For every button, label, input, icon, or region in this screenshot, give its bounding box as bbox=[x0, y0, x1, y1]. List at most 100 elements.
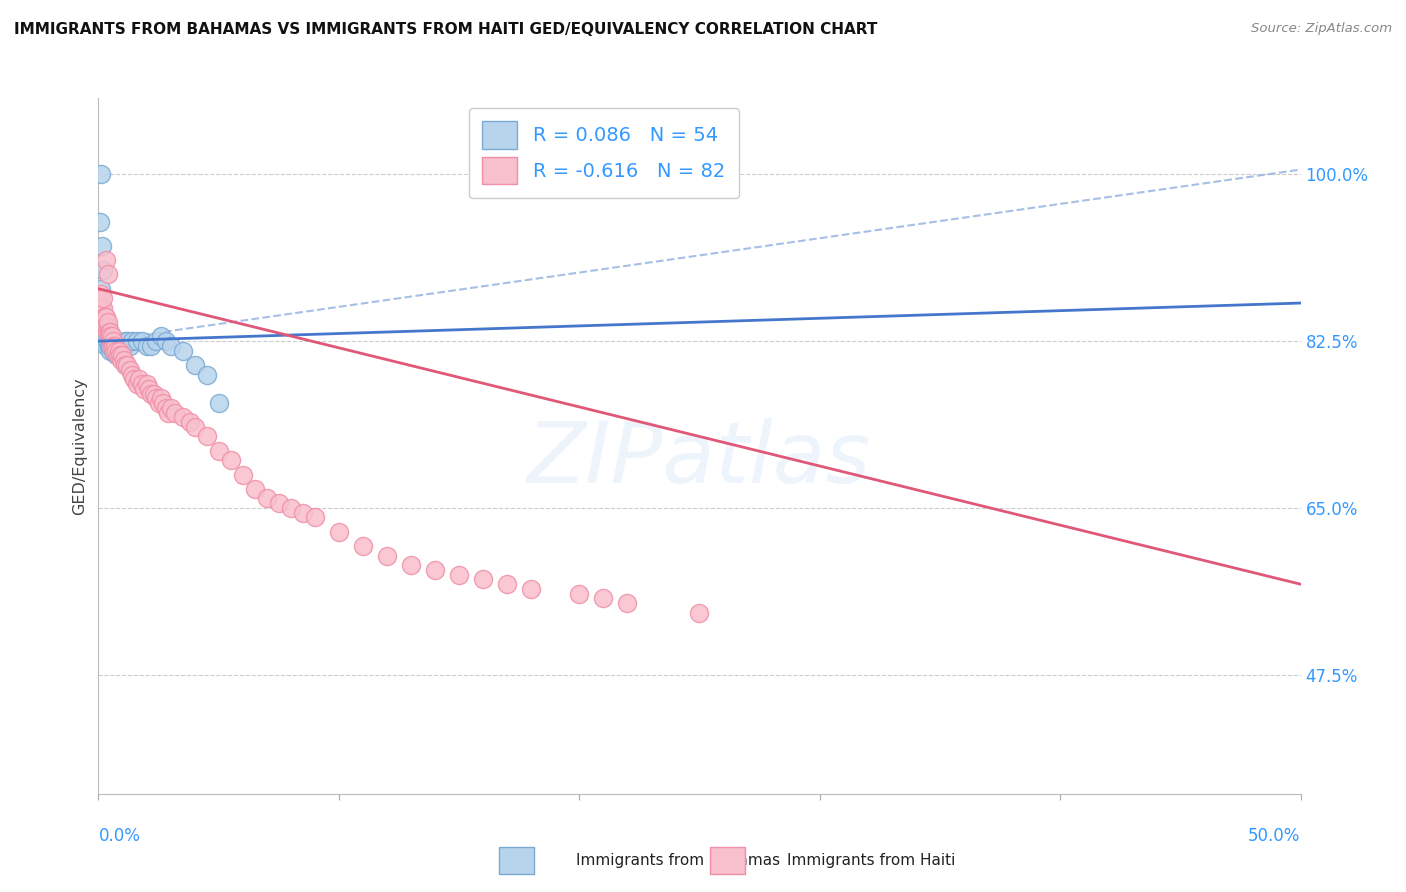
Point bbox=[159, 339, 181, 353]
Point bbox=[135, 377, 157, 392]
Point bbox=[155, 401, 177, 415]
Point bbox=[110, 348, 132, 362]
Point bbox=[108, 348, 131, 362]
Point bbox=[689, 606, 711, 620]
Point bbox=[114, 358, 136, 372]
Point bbox=[105, 343, 128, 358]
Point bbox=[89, 296, 111, 310]
Point bbox=[94, 339, 117, 353]
Point bbox=[100, 329, 122, 343]
Point bbox=[103, 339, 125, 353]
Point bbox=[96, 325, 118, 339]
Point bbox=[145, 392, 167, 406]
Point bbox=[110, 353, 132, 368]
Point bbox=[105, 348, 128, 362]
Point bbox=[90, 167, 112, 181]
Point bbox=[94, 334, 117, 348]
Point bbox=[91, 291, 114, 305]
Point bbox=[149, 329, 172, 343]
Point bbox=[107, 343, 129, 358]
Text: 50.0%: 50.0% bbox=[1249, 827, 1301, 846]
Point bbox=[138, 382, 160, 396]
Point bbox=[399, 558, 422, 573]
Point bbox=[89, 319, 111, 334]
Point bbox=[98, 325, 121, 339]
Point bbox=[291, 506, 314, 520]
Point bbox=[472, 573, 495, 587]
Point bbox=[328, 524, 350, 539]
Point bbox=[195, 368, 218, 382]
Point bbox=[90, 282, 112, 296]
Text: IMMIGRANTS FROM BAHAMAS VS IMMIGRANTS FROM HAITI GED/EQUIVALENCY CORRELATION CHA: IMMIGRANTS FROM BAHAMAS VS IMMIGRANTS FR… bbox=[14, 22, 877, 37]
Point bbox=[101, 339, 124, 353]
Point bbox=[232, 467, 254, 482]
Legend: R = 0.086   N = 54, R = -0.616   N = 82: R = 0.086 N = 54, R = -0.616 N = 82 bbox=[468, 108, 738, 198]
Point bbox=[90, 315, 112, 329]
Point bbox=[111, 343, 134, 358]
Point bbox=[101, 339, 124, 353]
Point bbox=[352, 539, 374, 553]
Point bbox=[152, 396, 174, 410]
Point bbox=[90, 286, 112, 301]
Point bbox=[183, 420, 205, 434]
Point bbox=[280, 500, 302, 515]
Point bbox=[90, 329, 112, 343]
Point bbox=[141, 386, 163, 401]
Point bbox=[142, 386, 165, 401]
Point bbox=[496, 577, 519, 591]
Point bbox=[159, 401, 181, 415]
Point bbox=[125, 334, 148, 348]
Point bbox=[91, 325, 114, 339]
Point bbox=[96, 334, 118, 348]
Point bbox=[91, 262, 114, 277]
Point bbox=[98, 339, 121, 353]
Point bbox=[111, 348, 134, 362]
Point bbox=[157, 406, 180, 420]
Point bbox=[131, 377, 153, 392]
Point bbox=[121, 368, 143, 382]
Point bbox=[94, 253, 117, 268]
Point bbox=[149, 392, 172, 406]
Point bbox=[568, 587, 591, 601]
Point bbox=[195, 429, 218, 443]
Point bbox=[96, 325, 118, 339]
Point bbox=[98, 343, 121, 358]
Point bbox=[103, 343, 125, 358]
Point bbox=[108, 339, 131, 353]
Point bbox=[219, 453, 242, 467]
Point bbox=[132, 382, 155, 396]
Point bbox=[100, 329, 122, 343]
Point bbox=[89, 325, 111, 339]
Point bbox=[141, 339, 163, 353]
Point bbox=[256, 491, 278, 506]
Point bbox=[93, 315, 115, 329]
Point bbox=[93, 325, 115, 339]
Point bbox=[97, 325, 120, 339]
Point bbox=[117, 334, 139, 348]
Point bbox=[267, 496, 290, 510]
Point bbox=[145, 334, 167, 348]
Point bbox=[93, 315, 115, 329]
Point bbox=[172, 343, 194, 358]
Point bbox=[100, 339, 122, 353]
Point bbox=[101, 334, 124, 348]
Text: Immigrants from Bahamas: Immigrants from Bahamas bbox=[576, 854, 780, 868]
Point bbox=[94, 310, 117, 325]
Point bbox=[91, 301, 114, 315]
Point bbox=[128, 372, 150, 386]
Point bbox=[108, 343, 131, 358]
Point bbox=[112, 353, 135, 368]
Point bbox=[100, 334, 122, 348]
Point bbox=[447, 567, 470, 582]
Text: ZIPatlas: ZIPatlas bbox=[527, 418, 872, 501]
Point bbox=[520, 582, 543, 596]
Point bbox=[91, 305, 114, 319]
Point bbox=[94, 329, 117, 343]
Point bbox=[117, 358, 139, 372]
Point bbox=[118, 339, 141, 353]
Point bbox=[107, 348, 129, 362]
Point bbox=[135, 339, 157, 353]
Point bbox=[375, 549, 398, 563]
Point bbox=[91, 319, 114, 334]
Point bbox=[125, 377, 148, 392]
